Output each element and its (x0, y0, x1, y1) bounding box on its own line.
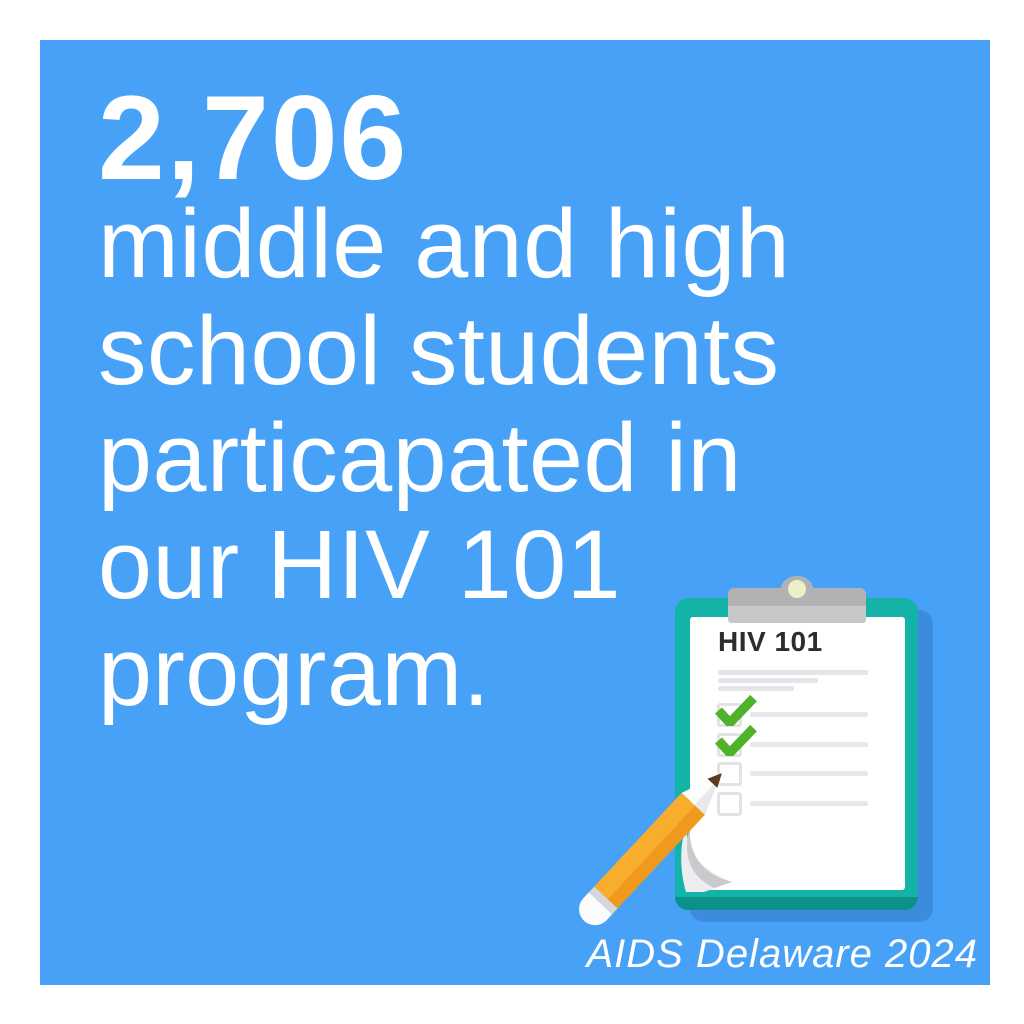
credit-text: AIDS Delaware 2024 (586, 932, 978, 976)
body-line: middle and high (98, 189, 791, 298)
headline-number: 2,706 (98, 71, 409, 205)
body-line: our HIV 101 (98, 510, 622, 619)
paper-text-line (718, 686, 794, 691)
checkbox-row (715, 725, 877, 758)
infographic-panel: 2,706 middle and high school students pa… (40, 40, 990, 985)
page-curl-icon (681, 812, 732, 892)
checkbox-row (717, 762, 877, 787)
checkbox-row (715, 695, 877, 728)
clipboard-illustration: HIV 101 (40, 40, 990, 985)
row-text-line (750, 742, 868, 747)
body-line: school students (98, 296, 780, 405)
paper-text-line (718, 670, 868, 675)
paper-title: HIV 101 (718, 626, 823, 657)
body-line: program. (98, 617, 491, 726)
body-line: particapated in (98, 403, 742, 512)
checkbox-row (717, 792, 877, 817)
paper-text-line (718, 678, 818, 683)
body-text: middle and high school students particap… (98, 190, 790, 725)
row-text-line (750, 771, 868, 776)
row-text-line (750, 712, 868, 717)
check-icon (715, 725, 757, 756)
row-text-line (750, 801, 868, 806)
clip-knob-icon (788, 580, 806, 598)
clipboard-board-lip (675, 897, 918, 910)
checkbox (717, 792, 742, 816)
check-icon (715, 695, 757, 726)
clipboard-clip (728, 606, 866, 623)
